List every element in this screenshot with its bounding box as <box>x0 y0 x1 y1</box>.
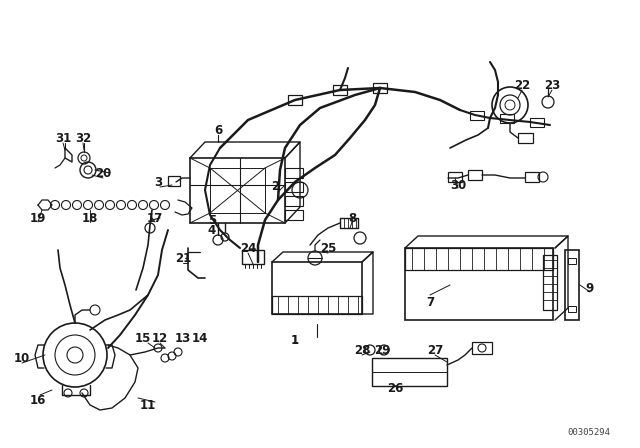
Text: 4: 4 <box>208 224 216 237</box>
Bar <box>568 258 576 264</box>
Bar <box>472 342 492 354</box>
Text: 27: 27 <box>427 344 443 357</box>
Text: 6: 6 <box>214 124 222 137</box>
Text: 7: 7 <box>426 296 434 309</box>
Text: 29: 29 <box>374 344 390 357</box>
Text: 13: 13 <box>175 332 191 345</box>
Text: 00305294: 00305294 <box>567 427 610 436</box>
Text: 32: 32 <box>75 132 91 145</box>
Bar <box>543 255 557 310</box>
Bar <box>372 358 447 386</box>
Bar <box>405 248 553 270</box>
Text: 1: 1 <box>291 335 298 345</box>
Bar <box>288 95 302 105</box>
Text: 20: 20 <box>95 167 111 180</box>
Text: 14: 14 <box>192 332 208 345</box>
Text: 2: 2 <box>271 180 279 193</box>
Bar <box>373 83 387 93</box>
Bar <box>272 262 362 314</box>
Bar <box>565 250 579 320</box>
Bar <box>285 182 303 192</box>
Bar <box>285 210 303 220</box>
Bar <box>168 176 180 186</box>
Bar <box>333 85 347 95</box>
Text: 3: 3 <box>154 176 162 189</box>
Bar <box>242 250 264 264</box>
Text: 23: 23 <box>544 78 560 91</box>
Text: 1: 1 <box>291 333 299 346</box>
Text: 5: 5 <box>208 214 216 227</box>
Bar <box>518 133 533 143</box>
Bar <box>285 196 303 206</box>
Text: 31: 31 <box>55 132 71 145</box>
Bar <box>285 168 303 178</box>
Bar <box>470 111 484 120</box>
Bar <box>448 172 462 182</box>
Bar <box>468 170 482 180</box>
Bar <box>530 118 544 127</box>
Text: 8: 8 <box>348 211 356 224</box>
Text: 15: 15 <box>135 332 151 345</box>
Text: 25: 25 <box>320 241 336 254</box>
Bar <box>190 158 285 223</box>
Text: 16: 16 <box>30 393 46 406</box>
Text: 9: 9 <box>586 281 594 294</box>
Text: 19: 19 <box>30 211 46 224</box>
Text: 28: 28 <box>354 344 370 357</box>
Text: 26: 26 <box>387 382 403 395</box>
Text: 10: 10 <box>14 352 30 365</box>
Bar <box>525 172 539 182</box>
Text: 12: 12 <box>152 332 168 345</box>
Text: 21: 21 <box>175 251 191 264</box>
Text: 17: 17 <box>147 211 163 224</box>
Text: 18: 18 <box>82 211 98 224</box>
Text: 11: 11 <box>140 399 156 412</box>
Bar <box>405 248 553 320</box>
Bar <box>272 296 362 314</box>
Text: 30: 30 <box>450 178 466 191</box>
Text: 22: 22 <box>514 78 530 91</box>
Text: 24: 24 <box>240 241 256 254</box>
Bar <box>500 114 514 123</box>
Bar <box>568 306 576 312</box>
